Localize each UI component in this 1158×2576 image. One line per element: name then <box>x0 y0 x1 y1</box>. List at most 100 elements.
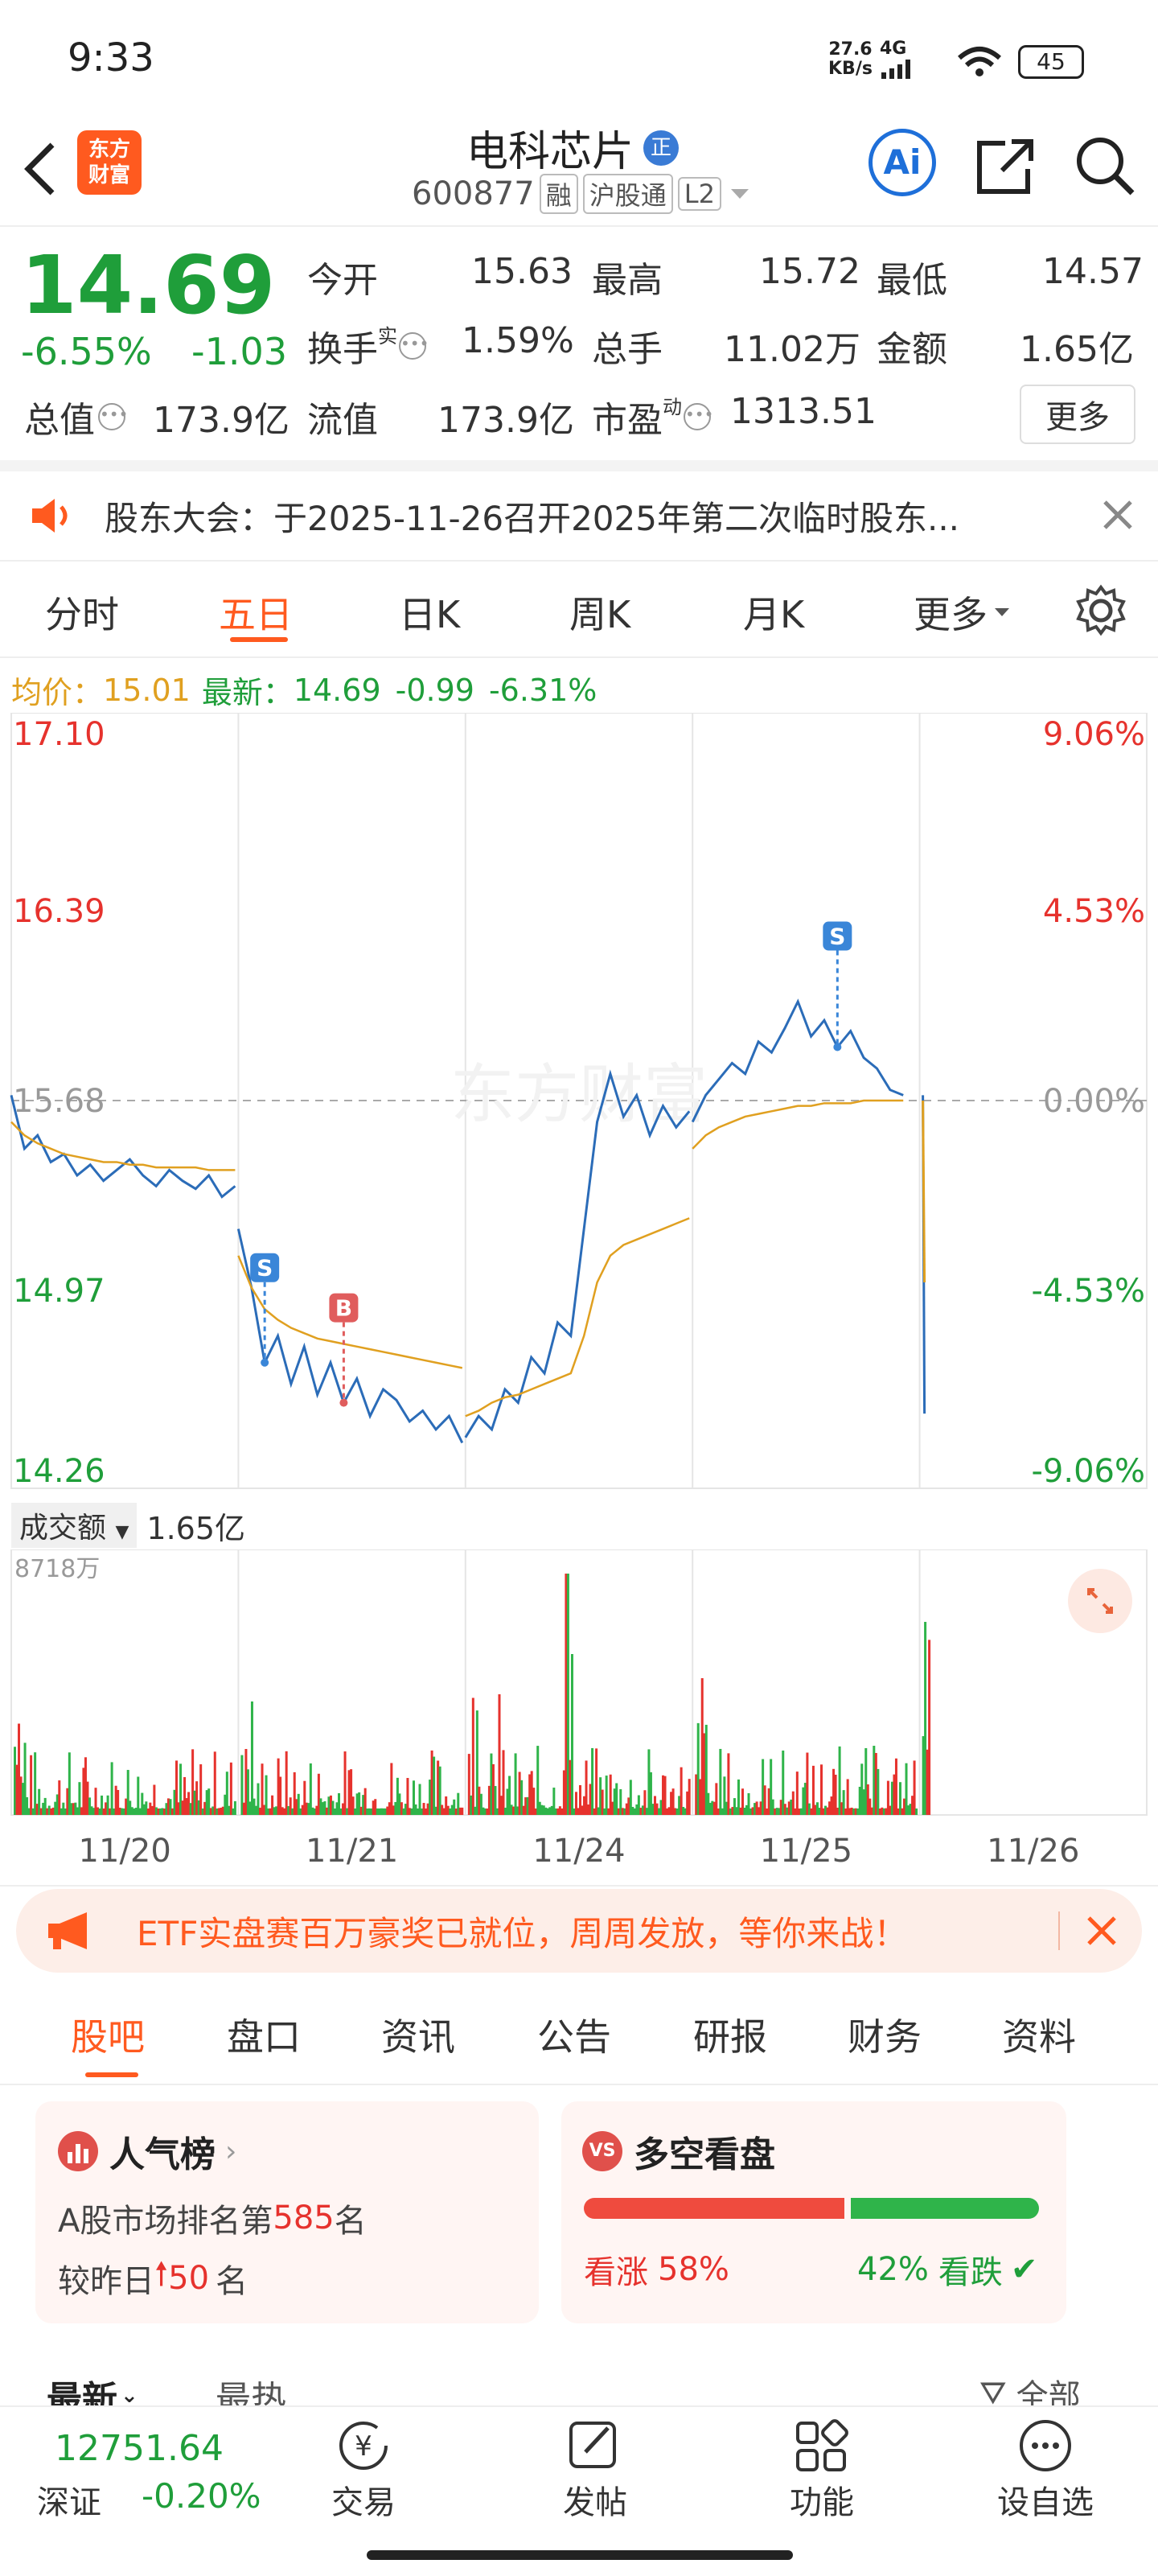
ai-button[interactable]: Ai <box>868 129 936 196</box>
volume-bar <box>193 1790 196 1815</box>
bear-bar <box>851 2198 1039 2219</box>
volume-bar <box>779 1800 782 1815</box>
tab-news[interactable]: 资讯 <box>381 2015 455 2059</box>
stat-open-label: 今开 <box>307 260 378 301</box>
stat-open-value: 15.63 <box>471 251 573 292</box>
volume-header[interactable]: 成交额 ▼ 1.65亿 <box>11 1503 245 1548</box>
volume-bar <box>275 1806 278 1815</box>
volume-chart[interactable]: 8718万 11/20 11/21 11/24 11/25 11/26 <box>0 1549 1158 1887</box>
volume-bar <box>263 1804 266 1815</box>
volume-bar <box>368 1808 371 1815</box>
volume-bar <box>500 1796 503 1815</box>
gear-icon[interactable] <box>1073 582 1129 639</box>
tab-forum[interactable]: 股吧 <box>71 2015 145 2059</box>
search-icon[interactable] <box>1073 134 1137 198</box>
tab-research[interactable]: 研报 <box>693 2015 767 2059</box>
volume-bar <box>474 1806 477 1815</box>
tab-five-day[interactable]: 五日 <box>219 593 293 636</box>
popularity-card[interactable]: 人气榜 › A股市场排名第 585 名 较昨日 🠕 50 名 <box>35 2101 539 2323</box>
more-dots-icon: ••• <box>98 403 128 430</box>
tab-intraday[interactable]: 分时 <box>45 593 119 636</box>
volume-bar <box>699 1779 702 1815</box>
volume-bar <box>31 1808 35 1815</box>
tab-finance[interactable]: 财务 <box>848 2015 922 2059</box>
series-line-average <box>692 1099 904 1150</box>
marker-badge <box>823 921 852 951</box>
volume-bar <box>554 1808 557 1815</box>
notice-bar[interactable]: 股东大会：于2025-11-26召开2025年第二次临时股东... <box>0 471 1158 560</box>
tab-orderbook[interactable]: 盘口 <box>227 2015 301 2059</box>
volume-bar <box>510 1804 513 1815</box>
stock-title[interactable]: 电科芯片 正 <box>466 117 680 178</box>
volume-bar <box>327 1796 331 1815</box>
volume-bar <box>342 1803 345 1815</box>
tab-profile[interactable]: 资料 <box>1002 2015 1076 2059</box>
volume-bar <box>787 1801 790 1815</box>
megaphone-icon <box>48 1912 87 1949</box>
close-icon[interactable] <box>1100 497 1135 533</box>
volume-bar <box>203 1801 207 1815</box>
volume-bar <box>72 1803 75 1815</box>
tab-more[interactable]: 更多 <box>914 586 1012 639</box>
stock-code-row[interactable]: 600877 融 沪股通 L2 <box>412 174 752 214</box>
volume-bar <box>619 1789 622 1815</box>
tab-weekly-k[interactable]: 周K <box>569 593 631 636</box>
volume-bar <box>504 1808 507 1815</box>
feed-filter-all[interactable]: ⛛ 全部 <box>979 2370 1081 2407</box>
stat-high-label: 最高 <box>592 260 663 301</box>
volume-bar <box>703 1733 706 1815</box>
volume-bar <box>635 1804 639 1815</box>
volume-bar <box>88 1797 91 1815</box>
avg-price: 15.01 <box>103 672 191 708</box>
index-change[interactable]: -0.20% <box>142 2476 261 2516</box>
volume-bar <box>877 1768 880 1815</box>
index-name[interactable]: 深证 <box>37 2484 101 2521</box>
close-icon[interactable] <box>1086 1915 1118 1947</box>
volume-bar <box>670 1792 673 1815</box>
nav-trade[interactable]: ¥ 交易 <box>331 2415 396 2523</box>
feed-tab-hot[interactable]: 最热 <box>216 2379 286 2407</box>
volume-bar <box>205 1790 208 1815</box>
volume-selector[interactable]: 成交额 ▼ <box>11 1503 138 1548</box>
tab-daily-k[interactable]: 日K <box>399 593 461 636</box>
tab-monthly-k[interactable]: 月K <box>743 593 805 636</box>
volume-bar <box>271 1795 274 1815</box>
longshort-card[interactable]: VS 多空看盘 看涨 58% 42% 看跌 ✔ <box>561 2101 1066 2323</box>
volume-bar <box>137 1776 140 1815</box>
volume-bar <box>117 1789 120 1815</box>
volume-bar <box>662 1775 665 1815</box>
volume-bar <box>269 1808 272 1815</box>
volume-bar <box>838 1746 841 1815</box>
promo-banner[interactable]: ETF实盘赛百万豪奖已就位，周周发放，等你来战！ <box>16 1889 1142 1973</box>
volume-bar <box>786 1807 789 1815</box>
app-logo[interactable]: 东方 财富 <box>77 130 142 195</box>
volume-bar <box>577 1808 580 1815</box>
tab-announcements[interactable]: 公告 <box>537 2015 611 2059</box>
stat-pe-label: 市盈动 ••• <box>592 396 714 441</box>
nav-post[interactable]: 发帖 <box>563 2415 627 2523</box>
volume-bar <box>185 1798 188 1815</box>
volume-bar <box>80 1807 83 1815</box>
index-value[interactable]: 12751.64 <box>55 2428 224 2469</box>
nav-add-watchlist[interactable]: 设自选 <box>997 2415 1094 2523</box>
volume-bar <box>655 1803 659 1815</box>
price-chart[interactable]: 东方财富 17.10 9.06% 16.39 4.53% 15.68 0.00% 14.97 -… <box>0 713 1158 1493</box>
more-dots-icon: ••• <box>684 403 713 430</box>
volume-bar <box>467 1754 470 1815</box>
volume-bar <box>150 1805 154 1815</box>
volume-bar <box>506 1788 509 1815</box>
more-stats-button[interactable]: 更多 <box>1020 385 1135 444</box>
volume-bar <box>175 1760 179 1815</box>
volume-bar <box>552 1788 556 1815</box>
volume-bar <box>627 1797 630 1815</box>
nav-functions[interactable]: 功能 <box>790 2415 854 2523</box>
feed-tab-latest[interactable]: 最新 ⌄ <box>47 2379 138 2407</box>
volume-bar <box>126 1770 129 1815</box>
y-tick-right: 9.06% <box>1043 716 1145 753</box>
stat-low-value: 14.57 <box>1042 251 1144 292</box>
volume-bar <box>378 1808 381 1815</box>
back-icon[interactable] <box>16 137 64 201</box>
expand-chart-button[interactable] <box>1068 1569 1132 1633</box>
volume-bar <box>355 1793 359 1815</box>
share-icon[interactable] <box>973 134 1037 198</box>
